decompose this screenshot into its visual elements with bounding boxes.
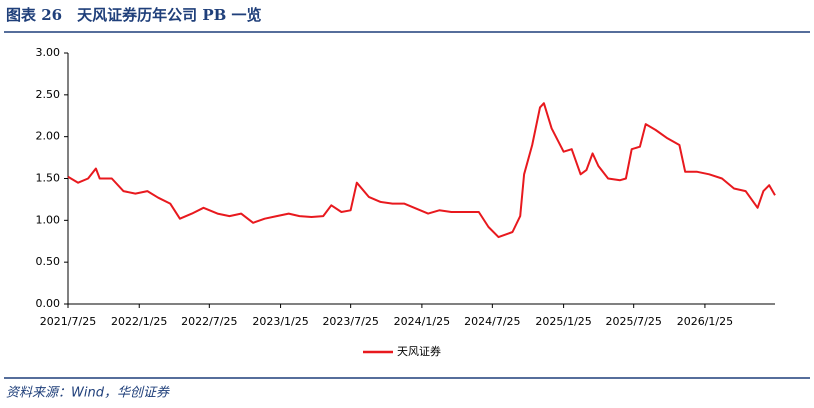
figure-title: 图表 26 天风证券历年公司 PB 一览 <box>6 6 262 24</box>
legend-label: 天风证券 <box>397 344 441 358</box>
x-tick-label: 2024/7/25 <box>464 315 520 328</box>
x-tick-label: 2024/1/25 <box>394 315 450 328</box>
x-tick-label: 2022/1/25 <box>111 315 167 328</box>
y-tick-label: 1.50 <box>36 172 61 185</box>
x-tick-label: 2023/7/25 <box>322 315 378 328</box>
y-tick-label: 2.00 <box>36 130 61 143</box>
x-tick-label: 2026/1/25 <box>677 315 733 328</box>
x-tick-label: 2025/7/25 <box>605 315 661 328</box>
x-tick-label: 2025/1/25 <box>535 315 591 328</box>
x-tick-label: 2023/1/25 <box>252 315 308 328</box>
x-tick-label: 2022/7/25 <box>181 315 237 328</box>
chart: 0.00 0.50 1.00 1.50 2.00 2.50 3.00 2021/7/25 202… <box>36 46 776 358</box>
y-tick-label: 1.00 <box>36 213 61 226</box>
source-note: 资料来源：Wind，华创证券 <box>6 386 170 401</box>
pb-line <box>67 102 776 239</box>
y-tick-label: 0.50 <box>36 255 61 268</box>
y-tick-label: 2.50 <box>36 88 61 101</box>
y-tick-label: 3.00 <box>36 46 61 59</box>
y-tick-label: 0.00 <box>36 297 61 310</box>
x-tick-label: 2021/7/25 <box>40 315 96 328</box>
